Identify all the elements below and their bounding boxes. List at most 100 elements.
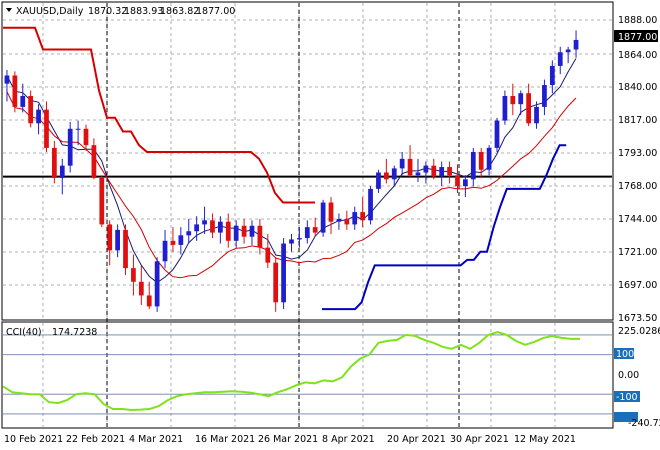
date-tick: 26 Mar 2021 [258, 434, 318, 445]
price-tick: 1721.00 [618, 247, 657, 258]
resistance-channel-line [3, 26, 315, 204]
candle-body [241, 225, 247, 237]
candle-body [320, 202, 326, 233]
candle-body [289, 239, 294, 244]
candle-body [138, 281, 144, 296]
cci-level-box [614, 391, 640, 402]
date-tick: 16 Mar 2021 [195, 434, 255, 445]
candle-body [360, 212, 366, 221]
dropdown-triangle-icon[interactable] [6, 8, 12, 12]
candle-body [502, 95, 508, 121]
candle-body [494, 120, 500, 148]
candle-body [162, 240, 168, 262]
indicator-lines [3, 26, 612, 311]
candle-body [146, 295, 152, 307]
candle-body [249, 225, 255, 237]
candle-body [36, 109, 41, 124]
candle-body [115, 229, 120, 251]
candle-body [304, 227, 310, 239]
candle-body [91, 145, 97, 178]
candle-body [344, 218, 350, 225]
date-tick: 20 Apr 2021 [387, 434, 446, 445]
current-price-marker [614, 30, 658, 42]
candle-body [336, 218, 342, 222]
price-tick: 1673.50 [618, 313, 657, 324]
candle-body [107, 224, 113, 251]
cci-axis-bottom: -240.7252 [628, 418, 660, 429]
open-value: 1870.32 [88, 6, 127, 17]
price-panel [1, 1, 614, 321]
cci-series [2, 330, 580, 412]
price-tick: 1793.00 [618, 148, 657, 159]
candle-body [542, 85, 547, 107]
candle-body [376, 172, 381, 189]
candle-body [265, 247, 271, 263]
candle-body [565, 49, 571, 53]
candle-body [52, 147, 57, 178]
candle-body [202, 220, 207, 225]
candle-body [557, 52, 563, 66]
cci-line [2, 330, 580, 412]
cci-axis: 225.0286 100 0.00 -100 -240.7252 [614, 326, 660, 429]
candle-body [328, 202, 334, 222]
candle-body [352, 212, 358, 225]
candle-body [154, 261, 160, 307]
candle-body [510, 95, 516, 105]
candle-body [423, 165, 429, 173]
candle-body [44, 109, 49, 148]
candle-body [217, 221, 223, 233]
cci-level-box [614, 348, 634, 359]
cci-panel [1, 321, 614, 429]
candle-body [368, 188, 373, 221]
cci-value: 174.7238 [52, 327, 97, 338]
date-tick: 4 Mar 2021 [129, 434, 183, 445]
candle-body [534, 106, 539, 124]
price-tick: 1840.00 [618, 82, 657, 93]
current-price-label: 1877.00 [618, 32, 657, 43]
candle-body [67, 128, 73, 166]
price-tick: 1697.00 [618, 280, 657, 291]
candles [4, 30, 579, 312]
candle-body [518, 93, 524, 105]
cci-level-label: 100 [616, 349, 634, 360]
price-tick: 1744.00 [618, 214, 657, 225]
candle-body [455, 175, 460, 187]
candle-body [28, 95, 34, 124]
support-channel-line [322, 144, 567, 311]
candle-body [257, 225, 263, 248]
candle-body [4, 75, 10, 84]
candle-body [225, 221, 231, 241]
candle-body [83, 128, 89, 146]
candle-body [194, 224, 200, 232]
candle-body [415, 172, 421, 176]
slow-moving-average [6, 91, 577, 279]
candle-body [447, 167, 452, 176]
candle-body [439, 167, 445, 177]
candle-body [312, 227, 318, 233]
date-tick: 10 Feb 2021 [4, 434, 63, 445]
candle-body [233, 225, 239, 241]
cci-axis-top: 225.0286 [618, 326, 660, 337]
candle-body [170, 240, 176, 245]
price-tick: 1888.00 [618, 15, 657, 26]
low-value: 1863.82 [160, 6, 199, 17]
candle-body [297, 238, 302, 240]
candle-body [178, 235, 184, 245]
candle-body [463, 179, 468, 187]
candle-body [478, 151, 484, 170]
price-tick: 1864.00 [618, 50, 657, 61]
date-tick: 30 Apr 2021 [450, 434, 509, 445]
cci-level-label: 0.00 [618, 370, 639, 381]
symbol-label: XAUUSD,Daily [16, 6, 84, 17]
candle-body [573, 39, 579, 50]
candle-body [281, 243, 286, 303]
high-value: 1883.93 [124, 6, 163, 17]
date-tick: 22 Feb 2021 [66, 434, 125, 445]
date-tick: 12 May 2021 [514, 434, 576, 445]
close-value: 1877.00 [196, 6, 235, 17]
candle-body [407, 158, 413, 176]
candle-body [123, 229, 128, 269]
candle-body [486, 147, 492, 170]
price-tick: 1768.00 [618, 181, 657, 192]
